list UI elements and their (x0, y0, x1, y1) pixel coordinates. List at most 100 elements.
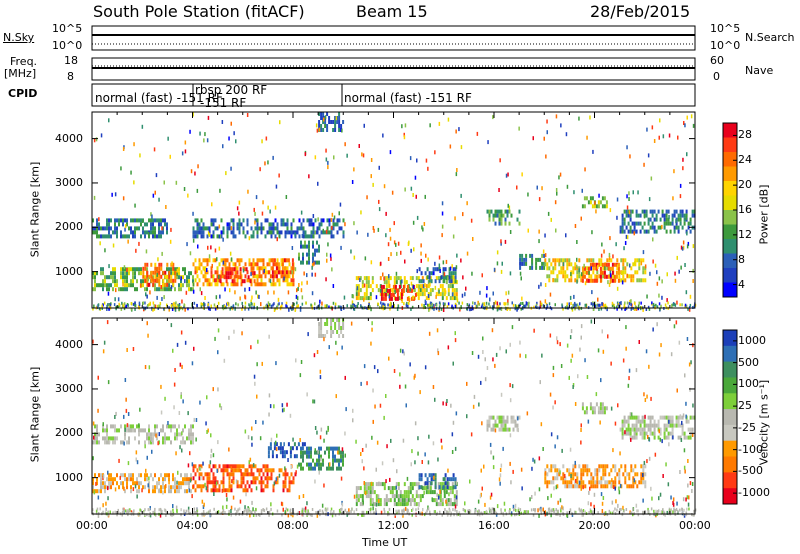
data-cell (328, 120, 331, 124)
ground-cell (432, 303, 435, 307)
data-cell (270, 476, 273, 481)
data-cell (379, 482, 382, 487)
speckle-cell (122, 282, 124, 287)
speckle-cell (183, 187, 186, 191)
data-cell (210, 488, 213, 493)
speckle-cell (529, 497, 531, 502)
ground-cell (440, 307, 443, 311)
ground-cell (193, 510, 195, 514)
data-cell (110, 218, 112, 223)
speckle-cell (599, 420, 601, 425)
ground-cell (276, 509, 279, 513)
speckle-cell (287, 458, 289, 462)
data-cell (403, 502, 406, 507)
speckle-cell (445, 259, 448, 264)
data-cell (387, 280, 390, 285)
speckle-cell (172, 348, 174, 353)
ground-cell (528, 301, 530, 305)
ground-cell (435, 303, 438, 307)
data-cell (500, 419, 503, 424)
data-cell (663, 423, 666, 428)
ground-cell (438, 307, 441, 311)
speckle-cell (249, 457, 252, 462)
data-band-11 (418, 267, 457, 284)
data-cell (186, 473, 188, 478)
speckle-cell (171, 512, 173, 517)
data-cell (282, 222, 285, 227)
speckle-cell (192, 282, 195, 287)
speckle-cell (629, 510, 631, 515)
speckle-cell (692, 343, 694, 348)
speckle-cell (356, 295, 358, 300)
data-cell (392, 292, 395, 297)
ground-cell (228, 510, 230, 513)
ground-cell (444, 302, 446, 306)
speckle-cell (298, 495, 301, 500)
speckle-cell (144, 365, 147, 369)
data-cell (488, 209, 491, 214)
data-cell (443, 494, 446, 499)
data-cell (254, 262, 257, 267)
speckle-cell (223, 358, 226, 363)
data-cell (122, 481, 124, 486)
speckle-cell (628, 368, 631, 373)
ground-cell (522, 301, 524, 305)
data-cell (120, 481, 122, 486)
data-cell (282, 480, 285, 485)
ground-cell (322, 511, 324, 515)
speckle-cell (135, 450, 138, 455)
speckle-cell (270, 502, 272, 507)
speckle-cell (425, 253, 427, 258)
speckle-cell (175, 505, 178, 510)
ground-cell (285, 304, 287, 308)
data-cell (426, 275, 429, 280)
data-cell (621, 213, 624, 218)
ground-cell (247, 307, 250, 311)
speckle-cell (126, 423, 129, 428)
speckle-cell (316, 128, 319, 133)
data-cell (162, 424, 164, 429)
data-cell (455, 288, 458, 293)
data-cell (379, 502, 382, 507)
data-cell (106, 432, 108, 437)
data-cell (316, 458, 318, 463)
speckle-cell (492, 465, 495, 470)
data-cell (544, 468, 547, 473)
data-cell (318, 120, 321, 124)
speckle-cell (332, 284, 335, 288)
ground-cell (109, 303, 112, 307)
data-cell (290, 480, 293, 485)
data-cell (314, 252, 316, 257)
speckle-cell (507, 172, 509, 177)
data-cell (624, 468, 627, 473)
speckle-cell (250, 272, 252, 277)
speckle-cell (441, 201, 444, 206)
data-cell (623, 229, 626, 234)
speckle-cell (257, 339, 259, 344)
data-cell (584, 464, 587, 469)
speckle-cell (539, 300, 542, 305)
ground-cell (210, 513, 212, 517)
ground-cell (368, 302, 370, 306)
data-cell (451, 502, 454, 507)
data-cell (604, 472, 607, 477)
data-cell (365, 288, 368, 293)
data-cell (256, 476, 259, 481)
speckle-cell (148, 365, 151, 370)
speckle-cell (331, 225, 333, 230)
speckle-cell (163, 180, 165, 185)
data-cell (653, 431, 656, 436)
speckle-cell (92, 421, 95, 426)
data-cell (624, 270, 627, 275)
speckle-cell (353, 494, 356, 499)
data-cell (429, 292, 432, 297)
speckle-cell (327, 165, 329, 170)
speckle-cell (526, 411, 529, 416)
data-cell (228, 464, 231, 469)
speckle-cell (686, 337, 689, 341)
data-cell (629, 213, 632, 218)
data-cell (172, 424, 174, 429)
speckle-cell (409, 287, 411, 292)
data-cell (240, 222, 243, 227)
